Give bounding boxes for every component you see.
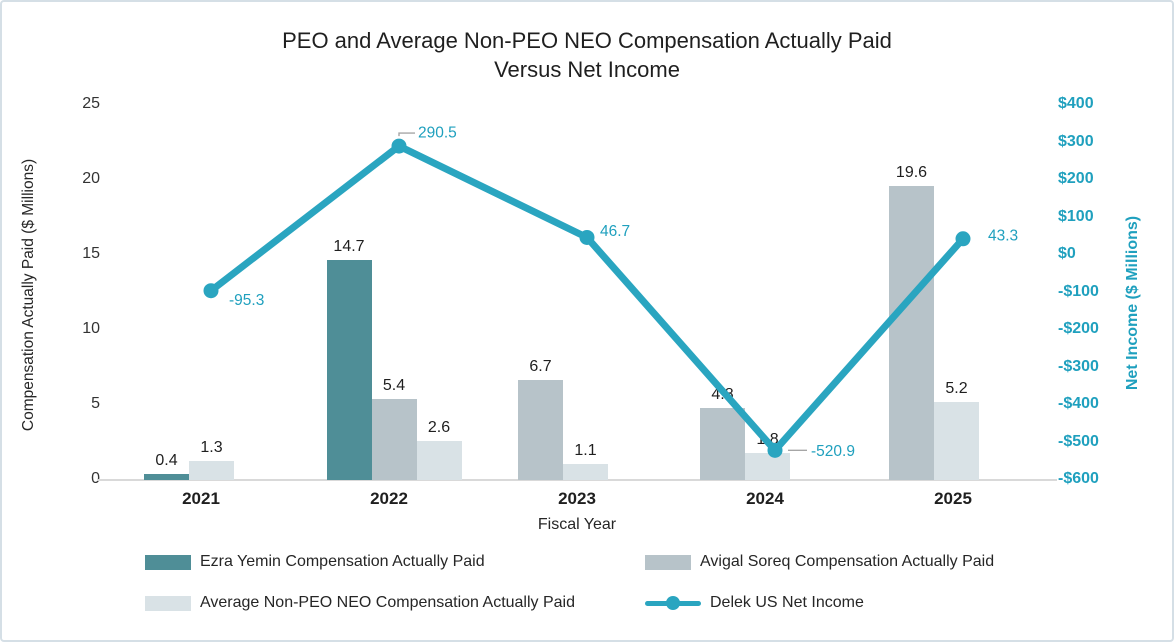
- legend-item-ezra-yemin-compensation-actually-paid: Ezra Yemin Compensation Actually Paid: [145, 552, 485, 572]
- bar-ezra-yemin-compensation-actually-paid: [326, 259, 372, 480]
- line-point-2024: [767, 442, 783, 458]
- left-axis-tick: 20: [82, 170, 100, 187]
- bar-value-label: 6.7: [529, 357, 552, 375]
- right-axis-tick: $300: [1058, 132, 1094, 150]
- bar-value-label: 2.6: [427, 419, 451, 436]
- line-point-2023: [579, 229, 595, 245]
- bar-average-non-peo-neo-compensation-actually-paid: [934, 402, 979, 480]
- legend-item-avigal-soreq-compensation-actually-paid: Avigal Soreq Compensation Actually Paid: [645, 552, 994, 572]
- bar-avigal-soreq-compensation-actually-paid: [371, 399, 417, 480]
- line-point-label: -95.3: [229, 292, 264, 309]
- line-point-label: 46.7: [600, 223, 630, 240]
- right-axis-tick: -$200: [1058, 320, 1099, 337]
- legend-swatch: [145, 554, 191, 570]
- bar-value-label: 5.4: [382, 377, 406, 394]
- legend-label: Delek US Net Income: [710, 594, 864, 611]
- plot-area: 0.4 1.3 14.7 5.4 2.6 6.7 1.1 4.8 1.8 19.6 5.2 -95.3…: [97, 105, 1057, 481]
- right-axis-tick: -$500: [1058, 432, 1099, 450]
- bar-average-non-peo-neo-compensation-actually-paid: [745, 453, 790, 480]
- right-axis-tick: $400: [1058, 95, 1094, 112]
- bar-value-label: 14.7: [333, 237, 365, 255]
- line-point-2025: [955, 231, 971, 247]
- x-axis-title: Fiscal Year: [537, 516, 617, 533]
- right-axis-tick: -$100: [1058, 282, 1099, 300]
- right-axis-tick: -$400: [1058, 395, 1099, 412]
- legend-swatch: [145, 595, 191, 611]
- left-axis-tick: 10: [82, 320, 100, 337]
- bar-avigal-soreq-compensation-actually-paid: [518, 379, 563, 480]
- x-axis-label-2023: 2023: [558, 489, 596, 508]
- left-axis-title: Compensation Actually Paid ($ Millions): [20, 158, 37, 432]
- left-axis-tick: 15: [82, 245, 100, 262]
- bar-avigal-soreq-compensation-actually-paid: [700, 408, 745, 480]
- bar-average-non-peo-neo-compensation-actually-paid: [416, 441, 462, 480]
- right-axis-tick: $200: [1058, 170, 1094, 187]
- right-axis-tick: -$300: [1058, 357, 1099, 375]
- x-axis-label-2022: 2022: [370, 489, 408, 508]
- left-axis-tick: 25: [82, 95, 100, 112]
- left-axis-tick: 5: [91, 395, 100, 412]
- right-axis-tick: $100: [1058, 207, 1094, 225]
- bar-value-label: 1.1: [574, 441, 597, 459]
- x-axis-label-2025: 2025: [934, 489, 972, 508]
- bar-value-label: 0.4: [155, 452, 178, 469]
- left-axis-tick: 0: [91, 470, 100, 487]
- line-point-label: -520.9: [811, 443, 855, 460]
- bar-value-label: 5.2: [945, 380, 968, 397]
- legend-label: Avigal Soreq Compensation Actually Paid: [700, 553, 995, 570]
- bar-average-non-peo-neo-compensation-actually-paid: [189, 460, 234, 480]
- x-axis-label-2021: 2021: [182, 489, 220, 508]
- legend-item-delek-us-net-income: Delek US Net Income: [645, 593, 864, 613]
- bar-value-label: 1.3: [200, 438, 223, 456]
- bar-average-non-peo-neo-compensation-actually-paid: [563, 463, 608, 480]
- line-point-label: 290.5: [418, 125, 457, 142]
- right-axis-tick: -$600: [1058, 470, 1099, 487]
- legend-line-marker: [666, 596, 680, 610]
- line-point-label: 43.3: [988, 227, 1018, 244]
- right-axis-tick: $0: [1058, 245, 1076, 262]
- line-point-2022: [391, 138, 407, 154]
- legend-label: Average Non-PEO NEO Compensation Actuall…: [200, 594, 576, 611]
- x-axis-line: [97, 479, 1057, 481]
- bar-ezra-yemin-compensation-actually-paid: [144, 474, 189, 480]
- legend-label: Ezra Yemin Compensation Actually Paid: [200, 553, 485, 570]
- legend-swatch: [645, 554, 691, 570]
- bar-value-label: 19.6: [895, 164, 928, 181]
- net-income-line-layer: -95.3 290.5 46.7 -520.9 43.3: [203, 125, 1018, 460]
- chart-title: PEO and Average Non-PEO NEO Compensation…: [2, 26, 1172, 84]
- bar-avigal-soreq-compensation-actually-paid: [889, 186, 934, 480]
- chart-title-line-1: PEO and Average Non-PEO NEO Compensation…: [282, 28, 892, 53]
- chart-title-line-2: Versus Net Income: [494, 57, 680, 82]
- net-income-line: [207, 142, 967, 454]
- legend-item-average-non-peo-neo-compensation-actually-paid: Average Non-PEO NEO Compensation Actuall…: [145, 593, 575, 613]
- data-label-leader-line: [398, 132, 415, 137]
- x-axis-label-2024: 2024: [746, 489, 784, 508]
- legend-line-swatch: [645, 593, 701, 613]
- line-point-2021: [203, 283, 219, 299]
